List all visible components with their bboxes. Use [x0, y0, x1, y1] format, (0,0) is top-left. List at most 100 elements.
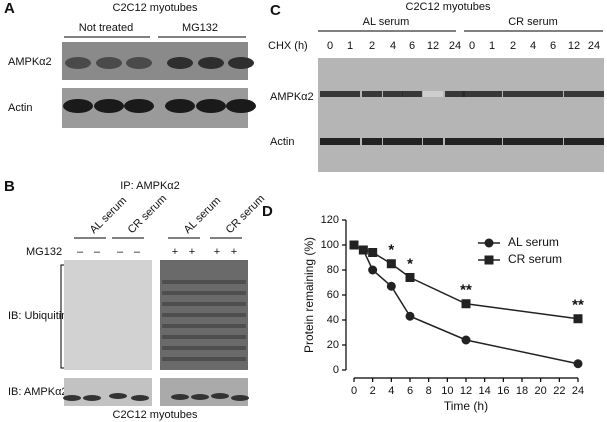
y-tick-label: 20: [327, 339, 339, 351]
row-label: Actin: [270, 136, 294, 148]
group-label: AL serum: [363, 16, 410, 28]
lane-label: AL serum: [182, 195, 223, 236]
time-tick: 1: [489, 40, 495, 52]
band: [423, 138, 443, 145]
band: [445, 138, 465, 145]
x-tick-label: 0: [351, 385, 357, 397]
band: [523, 138, 543, 145]
band: [543, 91, 563, 97]
band: [445, 91, 465, 97]
time-tick: 2: [510, 40, 516, 52]
panel-title: C2C12 myotubes: [406, 1, 491, 13]
x-tick-label: 10: [441, 385, 453, 397]
band: [83, 395, 101, 401]
band: [503, 91, 523, 97]
x-tick-label: 18: [516, 385, 528, 397]
legend-label: CR serum: [508, 252, 562, 266]
band: [211, 393, 229, 399]
time-tick: 24: [588, 40, 600, 52]
point: [358, 245, 368, 255]
smear: [162, 280, 246, 284]
point: [573, 314, 583, 324]
group-label: MG132: [182, 22, 218, 34]
band: [126, 57, 152, 69]
x-axis-label: Time (h): [444, 399, 488, 413]
blot: [64, 260, 152, 370]
group-label: Not treated: [79, 22, 133, 34]
time-tick: 12: [568, 40, 580, 52]
blot: [62, 42, 254, 80]
x-tick-label: 4: [388, 385, 394, 397]
point: [368, 265, 378, 275]
x-tick-label: 14: [479, 385, 491, 397]
band: [196, 99, 226, 113]
annotation: **: [460, 282, 472, 299]
sign: –: [94, 246, 101, 258]
y-tick-label: 40: [327, 314, 339, 326]
point: [573, 359, 583, 369]
band: [564, 91, 584, 97]
band: [231, 395, 249, 401]
y-tick-label: 100: [321, 239, 339, 251]
panel-title: C2C12 myotubes: [113, 2, 198, 14]
blot: [160, 260, 248, 370]
band: [340, 91, 360, 97]
smear: [162, 324, 246, 328]
band: [584, 91, 604, 97]
annotation: *: [388, 242, 394, 259]
panel-title: IP: AMPKα2: [120, 180, 180, 192]
band: [124, 99, 154, 113]
point: [386, 281, 396, 291]
sign: –: [77, 246, 84, 258]
band: [462, 138, 482, 145]
time-tick: 0: [469, 40, 475, 52]
band: [503, 138, 523, 145]
x-tick-label: 24: [572, 385, 584, 397]
x-tick-label: 12: [460, 385, 472, 397]
sign: +: [189, 246, 195, 258]
x-tick-label: 22: [553, 385, 565, 397]
x-tick-label: 8: [426, 385, 432, 397]
time-tick: 24: [449, 40, 461, 52]
point: [386, 259, 396, 269]
blot: [318, 58, 604, 172]
y-axis-label: Protein remaining (%): [302, 237, 316, 353]
band: [462, 91, 482, 97]
x-tick-label: 20: [535, 385, 547, 397]
band: [320, 91, 340, 97]
band: [340, 138, 360, 145]
time-tick: 0: [327, 40, 333, 52]
point: [368, 248, 378, 257]
band: [320, 138, 340, 145]
sign: +: [231, 246, 237, 258]
point: [461, 299, 471, 309]
y-tick-label: 120: [321, 214, 339, 226]
band: [423, 91, 443, 97]
band: [523, 91, 543, 97]
band: [482, 138, 502, 145]
band: [131, 395, 149, 401]
time-tick: 4: [530, 40, 536, 52]
time-tick: 6: [409, 40, 415, 52]
x-tick-label: 6: [407, 385, 413, 397]
panel-label: B: [4, 178, 15, 195]
band: [564, 138, 584, 145]
band: [63, 395, 81, 401]
time-row: 0 1 2 4 6 12 24 0 1 2 4 6 12 24: [327, 40, 600, 52]
band: [171, 394, 189, 400]
band: [362, 138, 382, 145]
smear: [162, 302, 246, 306]
lane-label: AL serum: [88, 195, 129, 236]
band: [167, 57, 193, 69]
blot: [62, 88, 256, 128]
band: [228, 57, 254, 69]
time-tick: 1: [347, 40, 353, 52]
bracket: [60, 264, 66, 369]
band: [402, 91, 422, 97]
y-tick-label: 60: [327, 289, 339, 301]
row-label: Actin: [8, 102, 32, 114]
lane-label: CR serum: [126, 193, 169, 236]
time-tick: 12: [427, 40, 439, 52]
sign: +: [214, 246, 220, 258]
